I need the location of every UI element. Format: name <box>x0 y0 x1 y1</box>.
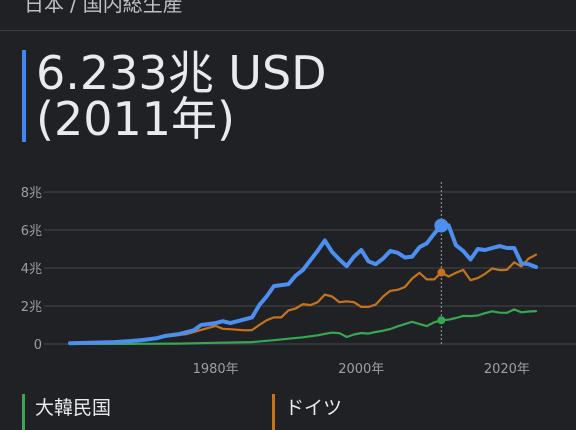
header-divider <box>0 30 576 31</box>
y-tick-label: 2兆 <box>21 300 42 315</box>
y-tick-label: 0 <box>34 338 42 353</box>
x-tick-label: 2020年 <box>484 362 530 377</box>
highlight-point-0 <box>434 218 449 233</box>
headline-amount: 6.233兆 USD <box>36 46 327 100</box>
legend-label-germany: ドイツ <box>285 397 343 419</box>
headline-value: 6.233兆 USD (2011年) <box>22 50 556 142</box>
series-line-2 <box>68 308 538 345</box>
x-tick-label: 2000年 <box>338 362 384 377</box>
headline-year: (2011年) <box>36 92 235 146</box>
series-line-1 <box>141 253 538 342</box>
breadcrumb-country[interactable]: 日本 <box>24 0 64 16</box>
series-line-0 <box>68 223 538 346</box>
breadcrumb-separator: / <box>70 0 77 16</box>
legend-item-germany[interactable]: ドイツ <box>272 394 342 430</box>
y-tick-label: 6兆 <box>21 224 42 239</box>
breadcrumb-metric: 国内総生産 <box>82 0 183 16</box>
y-tick-label: 8兆 <box>21 186 42 201</box>
legend-item-korea[interactable]: 大韓民国 <box>22 394 111 430</box>
highlight-point-1 <box>437 268 446 277</box>
breadcrumb: 日本 / 国内総生産 <box>24 0 183 17</box>
highlight-point-2 <box>437 316 446 325</box>
gdp-line-chart[interactable]: 0 2兆 4兆 6兆 8兆 1980年 2000年 2020年 <box>0 176 576 392</box>
x-tick-label: 1980年 <box>193 362 239 377</box>
legend-label-korea: 大韓民国 <box>35 397 112 419</box>
legend: 大韓民国 ドイツ <box>0 394 576 430</box>
y-tick-label: 4兆 <box>21 262 42 277</box>
